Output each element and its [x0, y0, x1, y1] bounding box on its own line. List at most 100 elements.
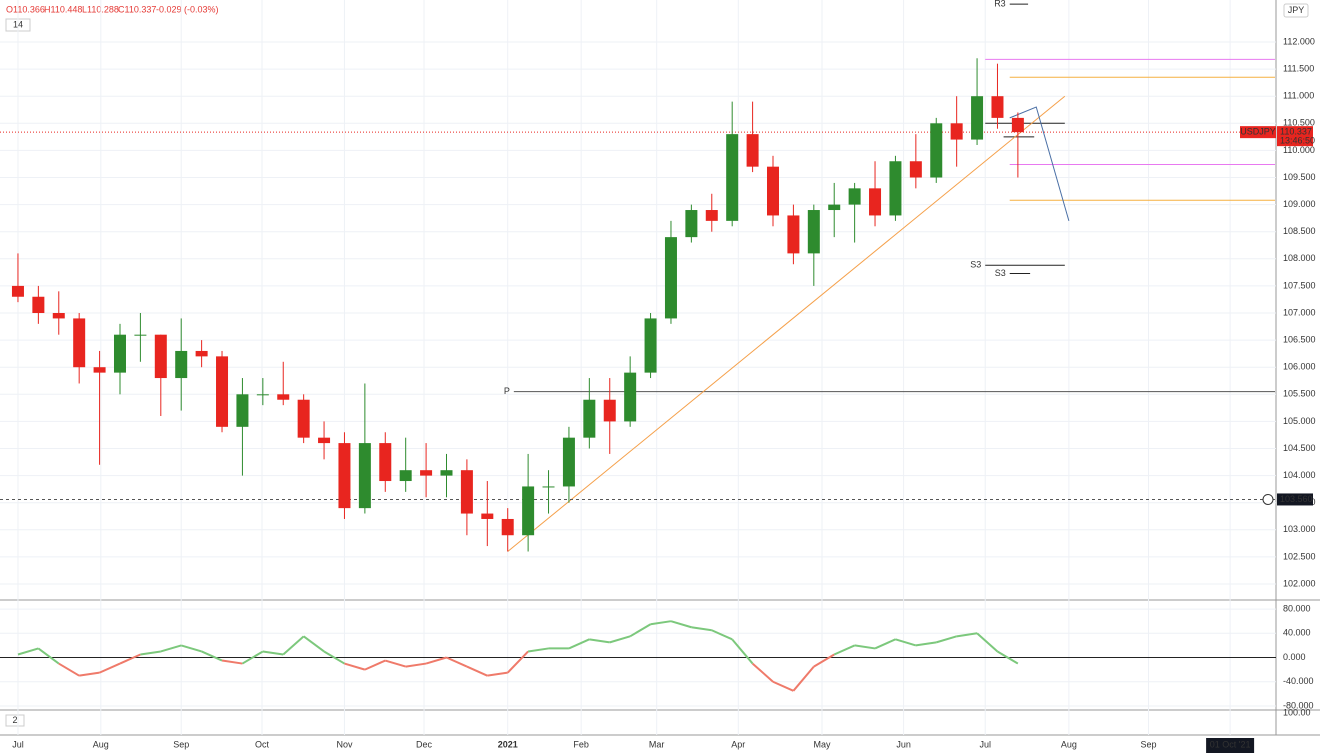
currency: JPY: [1288, 5, 1305, 15]
high: H110.448: [44, 4, 82, 14]
oscillator-segment: [650, 620, 672, 626]
candle-body: [869, 188, 882, 216]
candle-body: [501, 518, 514, 536]
candle-body: [256, 394, 269, 396]
y-tick-label: -80.000: [1283, 700, 1314, 710]
oscillator-segment: [58, 662, 80, 677]
y-tick-label: 112.000: [1283, 36, 1315, 46]
candle-body: [583, 399, 596, 438]
candle-body: [175, 350, 188, 379]
oscillator-segment: [466, 665, 488, 677]
y-tick-label: 104.500: [1283, 443, 1316, 453]
y-tick-label: 109.500: [1283, 172, 1316, 182]
oscillator-segment: [99, 662, 121, 674]
candle-body: [909, 161, 922, 178]
candle-body: [1011, 117, 1024, 133]
oscillator-segment: [201, 650, 223, 662]
oscillator-segment: [976, 632, 999, 653]
candle-body: [195, 350, 208, 357]
oscillator-segment: [323, 650, 345, 665]
y-tick-label: 102.000: [1283, 578, 1316, 588]
close: C110.337: [118, 4, 156, 14]
candle-body: [542, 486, 555, 488]
x-tick-label: Apr: [731, 739, 745, 749]
candle-body: [11, 285, 24, 297]
candle-body: [297, 399, 310, 438]
oscillator-segment: [813, 653, 835, 668]
y-tick-label: 102.500: [1283, 551, 1316, 561]
countdown: 13:46:50: [1280, 136, 1315, 146]
candle-body: [644, 318, 657, 373]
candle-body: [664, 237, 677, 319]
x-tick-label: Sep: [173, 739, 189, 749]
x-tick-label: Aug: [93, 739, 109, 749]
oscillator-segment: [119, 653, 141, 665]
pivot-label: S3: [995, 268, 1006, 278]
crosshair-icon[interactable]: [1262, 493, 1274, 505]
candle-body: [73, 318, 86, 368]
candle-body: [930, 123, 943, 178]
oscillator-segment: [589, 638, 610, 644]
oscillator-segment: [140, 650, 161, 656]
x-tick-label: 2021: [498, 739, 518, 749]
oscillator-segment: [221, 659, 243, 665]
candle-body: [971, 96, 984, 140]
y-tick-label: 80.000: [1283, 603, 1311, 613]
pane3-badge: [5, 714, 25, 727]
symbol-badge: [1240, 126, 1276, 139]
oscillator-segment: [854, 644, 876, 650]
y-tick-label: 108.000: [1283, 253, 1316, 263]
oscillator-segment: [405, 662, 427, 668]
y-tick-label: 106.500: [1283, 334, 1316, 344]
candle-body: [399, 470, 412, 482]
oscillator-segment: [160, 644, 182, 653]
x-tick-label: Nov: [336, 739, 353, 749]
oscillator-segment: [262, 650, 284, 656]
last-price-badge: [1277, 126, 1313, 147]
open: O110.366: [6, 4, 45, 14]
oscillator-segment: [915, 641, 937, 647]
oscillator-segment: [37, 647, 60, 665]
oscillator-segment: [568, 638, 590, 650]
ohlc-header: O110.366 H110.448 L110.288 C110.337 -0.0…: [6, 4, 219, 14]
candle-body: [481, 513, 494, 519]
oscillator-segment: [874, 638, 896, 650]
oscillator-segment: [446, 656, 468, 668]
y-tick-label: 104.000: [1283, 470, 1316, 480]
candle-body: [685, 210, 698, 238]
candle-body: [705, 210, 718, 221]
oscillator-segment: [487, 671, 508, 677]
y-tick-label: 109.000: [1283, 199, 1316, 209]
candle-body: [624, 372, 637, 422]
oscillator-segment: [180, 644, 202, 653]
candle-body: [889, 161, 902, 216]
y-tick-label: 0.000: [1283, 652, 1306, 662]
candle-body: [52, 313, 65, 319]
candle-body: [236, 394, 249, 427]
oscillator-segment: [935, 635, 957, 644]
y-tick-label: 105.000: [1283, 416, 1316, 426]
pivot-label: R3: [994, 0, 1006, 8]
candle-body: [318, 437, 331, 444]
crosshair-label: 103.560: [1280, 494, 1313, 504]
candle-body: [746, 134, 759, 167]
y-tick-label: 107.000: [1283, 307, 1316, 317]
oscillator-segment: [956, 632, 978, 638]
last-price-label: 110.337: [1280, 127, 1312, 137]
crosshair-badge: [1277, 493, 1313, 506]
oscillator-segment: [506, 650, 529, 674]
candle-body: [460, 470, 473, 514]
x-tick-label: Jul: [979, 739, 991, 749]
x-tick-label: Mar: [649, 739, 665, 749]
candle-body: [828, 204, 841, 211]
candle-body: [991, 96, 1004, 118]
y-tick-label: 107.500: [1283, 280, 1316, 290]
oscillator-segment: [241, 650, 264, 665]
currency-badge[interactable]: [1283, 3, 1309, 18]
oscillator-segment: [711, 629, 733, 641]
candle-body: [420, 470, 433, 476]
x-tick-label: May: [813, 739, 831, 749]
candle-body: [358, 443, 371, 509]
